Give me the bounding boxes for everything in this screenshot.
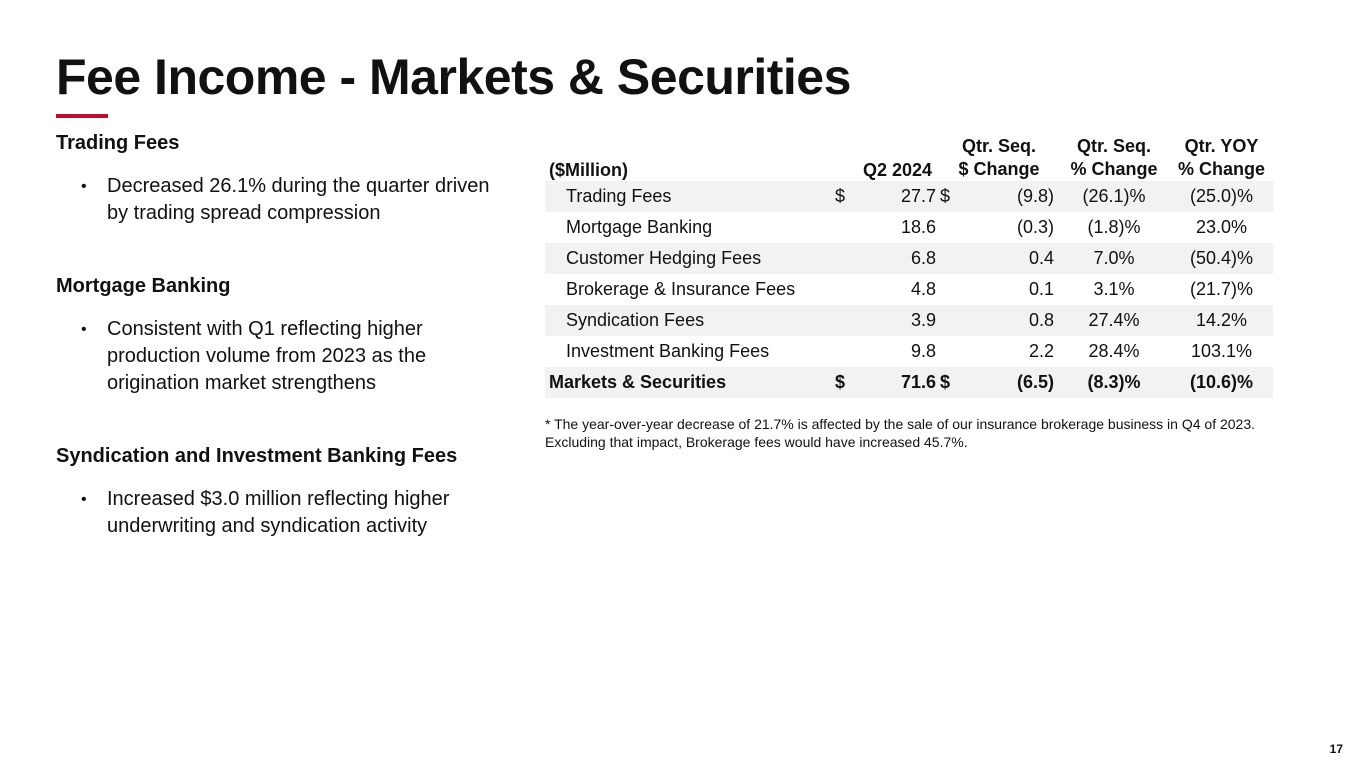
bullet: Consistent with Q1 reflecting higher pro… xyxy=(81,316,506,397)
cell: (10.6)% xyxy=(1189,372,1254,392)
cell: (1.8)% xyxy=(1087,217,1141,237)
table-row: Trading Fees $27.7 $ (9.8) (26.1)% (25.0)% xyxy=(545,181,1273,212)
title-rule xyxy=(56,114,108,118)
cell: (21.7)% xyxy=(1189,279,1254,299)
header-line: % Change xyxy=(1070,159,1158,179)
bullet: Increased $3.0 million reflecting higher… xyxy=(81,486,506,540)
header-line: $ Change xyxy=(958,159,1040,179)
header-line: Qtr. YOY xyxy=(1184,136,1259,156)
row-label: Brokerage & Insurance Fees xyxy=(566,279,796,299)
section-heading: Mortgage Banking xyxy=(56,275,231,297)
currency: $ xyxy=(940,186,951,206)
currency: $ xyxy=(835,372,846,392)
row-label: Markets & Securities xyxy=(549,372,727,392)
cell: 0.4 xyxy=(1028,248,1054,268)
table-row: Brokerage & Insurance Fees 4.8 0.1 3.1% (21.… xyxy=(545,274,1273,305)
header-row: ($Million) Q2 2024 Qtr. Seq. $ Change Qtr. S… xyxy=(545,132,1273,181)
header-cell: Q2 2024 xyxy=(862,160,932,180)
header-cell: Qtr. Seq. % Change xyxy=(1058,135,1170,181)
cell: 0.1 xyxy=(1028,279,1054,299)
table-row: Customer Hedging Fees 6.8 0.4 7.0% (50.4)% xyxy=(545,243,1273,274)
footnote: * The year-over-year decrease of 21.7% i… xyxy=(545,416,1256,450)
fee-table: ($Million) Q2 2024 Qtr. Seq. $ Change Qtr. S… xyxy=(545,132,1273,398)
title: Fee Income - Markets & Securities xyxy=(56,49,851,105)
cell: (9.8) xyxy=(1016,186,1054,206)
header-line: Qtr. Seq. xyxy=(1076,136,1152,156)
cell: 103.1% xyxy=(1190,341,1253,361)
cell: 3.9 xyxy=(910,310,936,330)
bullet-list: Consistent with Q1 reflecting higher pro… xyxy=(56,316,506,397)
bullet-list: Increased $3.0 million reflecting higher… xyxy=(56,486,506,540)
header-line: % Change xyxy=(1177,159,1265,179)
cell: 3.1% xyxy=(1093,279,1135,299)
row-label: Syndication Fees xyxy=(566,310,705,330)
cell: (25.0)% xyxy=(1189,186,1254,206)
cell: (26.1)% xyxy=(1082,186,1146,206)
cell: 0.8 xyxy=(1028,310,1054,330)
cell: 27.4% xyxy=(1088,310,1140,330)
row-label: Mortgage Banking xyxy=(566,217,713,237)
cell: 28.4% xyxy=(1088,341,1140,361)
cell: 6.8 xyxy=(910,248,936,268)
section-heading: Syndication and Investment Banking Fees xyxy=(56,445,458,467)
table-row: Investment Banking Fees 9.8 2.2 28.4% 103.1% xyxy=(545,336,1273,367)
header-cell: Qtr. Seq. $ Change xyxy=(940,135,1058,181)
bullet-list: Decreased 26.1% during the quarter drive… xyxy=(56,173,506,227)
section: Syndication and Investment Banking Fees I… xyxy=(56,445,506,540)
cell: 23.0% xyxy=(1195,217,1248,237)
header-cell: Qtr. YOY % Change xyxy=(1170,135,1273,181)
cell: 27.7 xyxy=(900,186,936,206)
header-cell: ($Million) xyxy=(549,160,628,180)
cell: 14.2% xyxy=(1195,310,1248,330)
row-label: Investment Banking Fees xyxy=(566,341,770,361)
cell: 4.8 xyxy=(910,279,936,299)
total-row: Markets & Securities $71.6 $ (6.5) (8.3)% (10… xyxy=(545,367,1273,398)
page-number: 17 xyxy=(1329,742,1343,756)
cell: 18.6 xyxy=(900,217,936,237)
cell: 71.6 xyxy=(900,372,936,392)
section: Mortgage Banking Consistent with Q1 refle… xyxy=(56,275,506,397)
cell: (50.4)% xyxy=(1189,248,1254,268)
cell: (6.5) xyxy=(1016,372,1054,392)
row-label: Customer Hedging Fees xyxy=(566,248,762,268)
bullet: Decreased 26.1% during the quarter drive… xyxy=(81,173,506,227)
currency: $ xyxy=(835,186,846,206)
section: Trading Fees Decreased 26.1% during the q… xyxy=(56,132,506,227)
cell: 7.0% xyxy=(1093,248,1135,268)
row-label: Trading Fees xyxy=(566,186,672,206)
cell: 9.8 xyxy=(910,341,936,361)
currency: $ xyxy=(940,372,951,392)
cell: 2.2 xyxy=(1028,341,1054,361)
section-heading: Trading Fees xyxy=(56,132,180,154)
table-row: Syndication Fees 3.9 0.8 27.4% 14.2% xyxy=(545,305,1273,336)
cell: (0.3) xyxy=(1016,217,1054,237)
commentary: Trading Fees Decreased 26.1% during the q… xyxy=(56,132,506,588)
cell: (8.3)% xyxy=(1087,372,1141,392)
header-line: Qtr. Seq. xyxy=(961,136,1037,156)
table-row: Mortgage Banking 18.6 (0.3) (1.8)% 23.0% xyxy=(545,212,1273,243)
